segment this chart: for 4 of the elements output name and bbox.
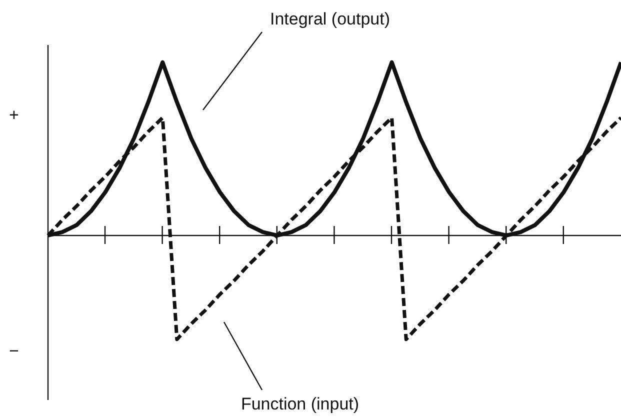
series-label: Integral (output) xyxy=(270,10,390,29)
text: Function (input) xyxy=(240,394,360,414)
text: + xyxy=(9,106,20,125)
text: − xyxy=(9,342,20,361)
